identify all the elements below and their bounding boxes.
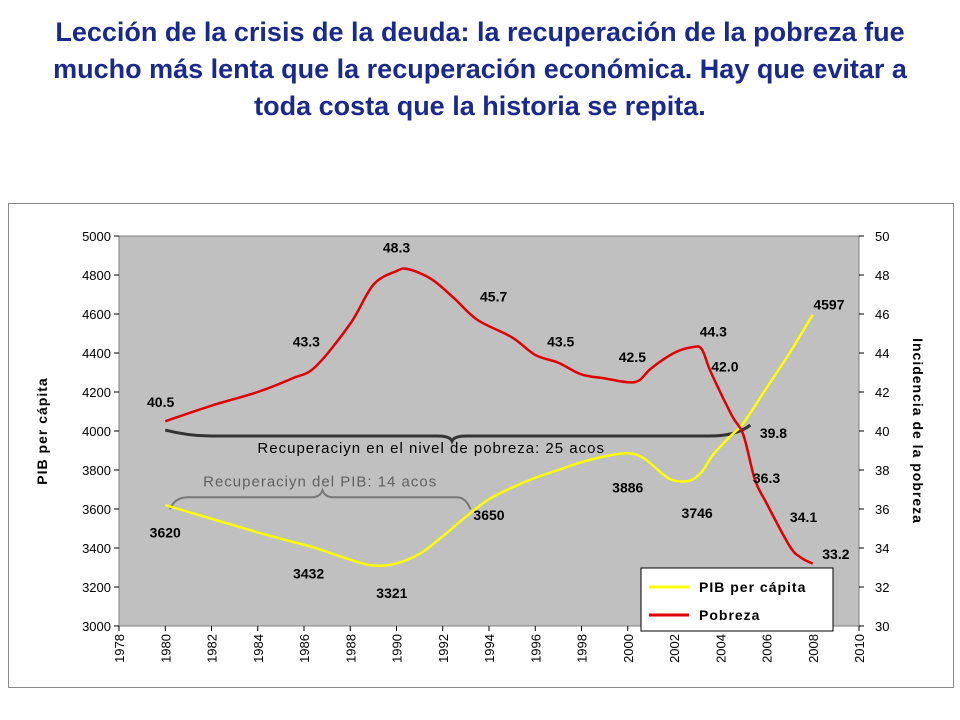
annotation-poverty-recovery: Recuperaciyn en el nivel de pobreza: 25 … [257,440,605,457]
data-label: 3321 [376,585,407,601]
y2-tick-label: 50 [875,229,889,244]
y2-tick-label: 34 [875,541,889,556]
data-label: 4597 [813,296,844,312]
data-label: 40.5 [147,394,174,410]
chart-frame: 3000 3200 3400 3600 3800 4000 4200 4400 4600 4800… [8,203,954,688]
y-tick-label: 3600 [82,502,111,517]
x-tick-label: 1982 [205,634,220,663]
series-line-pib [164,313,814,567]
legend: PIB per cápita Pobreza [640,567,834,632]
y-tick-label: 4000 [82,424,111,439]
data-label: 3886 [612,480,643,496]
data-label: 42.5 [619,349,646,365]
y2-tick-label: 44 [875,346,889,361]
y2-tick-label: 42 [875,385,889,400]
y2-axis-title: Incidencia de la pobreza [910,338,926,524]
data-label: 36.3 [753,470,780,486]
y-tick-label: 4600 [82,307,111,322]
y-tick-label: 4200 [82,385,111,400]
x-tick-label: 1988 [343,634,358,663]
x-tick-label: 1992 [436,634,451,663]
y2-tick-label: 36 [875,502,889,517]
annotation-gdp-recovery: Recuperaciyn del PIB: 14 acos [203,473,437,490]
y-tick-label: 3000 [82,619,111,634]
legend-label: Pobreza [699,607,760,623]
x-tick-label: 1978 [112,634,127,663]
x-tick-label: 1996 [528,634,543,663]
data-label: 43.5 [547,333,574,349]
y-tick-label: 3800 [82,463,111,478]
data-label: 3620 [150,524,181,540]
x-tick-label: 2006 [760,634,775,663]
data-label: 33.2 [822,546,849,562]
x-tick-label: 2010 [852,634,867,663]
x-tick-label: 2008 [806,634,821,663]
dual-axis-line-chart: 3000 3200 3400 3600 3800 4000 4200 4400 4600 4800… [34,229,926,663]
y-tick-label: 3200 [82,580,111,595]
data-label: 42.0 [711,359,738,375]
y2-tick-label: 46 [875,307,889,322]
tick-labels: 3000 3200 3400 3600 3800 4000 4200 4400 4600 4800… [82,229,889,663]
y2-tick-label: 40 [875,424,889,439]
annotations: Recuperaciyn en el nivel de pobreza: 25 … [203,440,605,490]
legend-label: PIB per cápita [699,579,806,595]
legend-box [640,567,834,632]
x-tick-label: 2002 [667,634,682,663]
data-label: 3746 [682,505,713,521]
slide-title: Lección de la crisis de la deuda: la rec… [53,17,907,121]
data-label: 3650 [473,507,504,523]
y2-tick-label: 38 [875,463,889,478]
y2-tick-label: 30 [875,619,889,634]
braces [164,423,752,510]
data-labels: 40.5 43.3 48.3 45.7 43.5 42.5 44.3 42.0 39.8 36.3… [147,240,850,601]
x-tick-label: 1998 [575,634,590,663]
x-tick-label: 2000 [621,634,636,663]
data-label: 45.7 [480,288,507,304]
y-tick-label: 5000 [82,229,111,244]
data-label: 3432 [293,565,324,581]
y-tick-label: 4400 [82,346,111,361]
y-axis-title: PIB per cápita [34,377,50,484]
data-label: 48.3 [383,240,410,256]
x-tick-label: 1990 [390,634,405,663]
y2-tick-label: 48 [875,268,889,283]
x-tick-label: 2004 [713,634,728,663]
y-tick-label: 4800 [82,268,111,283]
x-tick-label: 1994 [482,634,497,663]
y2-tick-label: 32 [875,580,889,595]
series-line-pobreza [164,267,814,565]
data-label: 34.1 [790,509,817,525]
x-tick-label: 1980 [158,634,173,663]
data-label: 44.3 [700,324,727,340]
y-tick-label: 3400 [82,541,111,556]
gdp-recovery-brace [168,487,472,510]
x-tick-label: 1986 [297,634,312,663]
data-label: 39.8 [760,425,787,441]
poverty-recovery-brace [164,423,752,445]
data-label: 43.3 [293,333,320,349]
x-tick-label: 1984 [251,634,266,663]
series-lines [164,267,814,567]
